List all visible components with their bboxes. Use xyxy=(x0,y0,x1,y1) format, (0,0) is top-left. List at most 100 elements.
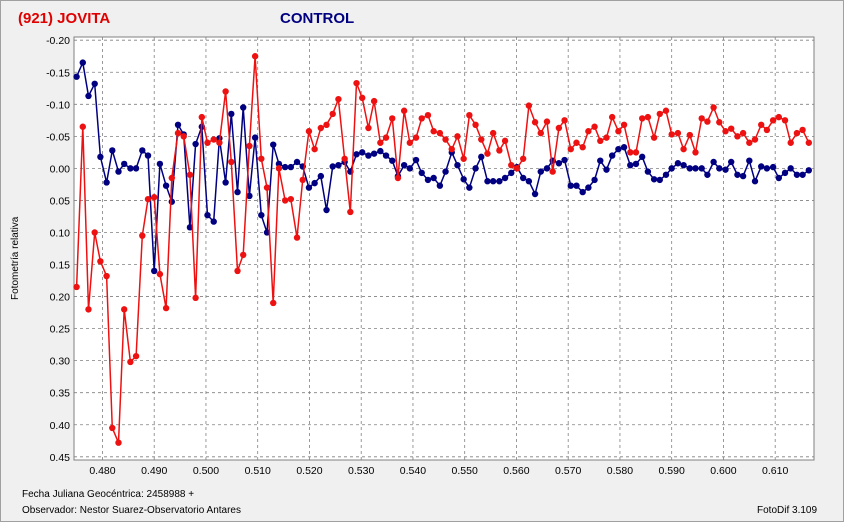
y-tick-label: 0.25 xyxy=(50,324,71,336)
object-data-point xyxy=(192,294,199,302)
object-data-point xyxy=(739,129,747,137)
control-data-point xyxy=(418,169,425,177)
control-data-point xyxy=(478,153,485,161)
object-data-point xyxy=(489,129,497,137)
control-data-point xyxy=(573,182,580,189)
object-data-point xyxy=(400,107,408,114)
object-data-point xyxy=(251,53,259,60)
x-tick-label: 0.500 xyxy=(193,465,219,477)
control-data-point xyxy=(139,147,146,154)
control-data-point xyxy=(680,161,687,169)
x-axis-ticks: 0.480 0.490 0.500 0.510 0.520 0.530 0.540 0.550… xyxy=(89,465,788,477)
control-data-point xyxy=(662,171,670,178)
object-data-point xyxy=(329,110,336,118)
control-data-point xyxy=(704,171,711,178)
control-data-point xyxy=(228,110,235,118)
control-data-point xyxy=(168,198,176,205)
control-data-point xyxy=(579,188,586,196)
object-data-point xyxy=(156,270,164,278)
control-data-point xyxy=(508,169,515,177)
object-data-point xyxy=(537,129,544,137)
object-data-point xyxy=(662,107,670,114)
object-data-point xyxy=(365,124,372,132)
control-data-point xyxy=(317,172,325,180)
control-data-point xyxy=(608,152,616,159)
object-data-point xyxy=(168,174,176,182)
control-data-point xyxy=(603,166,610,173)
control-data-point xyxy=(406,165,414,172)
object-data-point xyxy=(394,174,402,182)
control-data-point xyxy=(115,168,122,175)
y-axis-label: Fotometría relativa xyxy=(10,216,21,300)
x-tick-label: 0.570 xyxy=(555,465,581,477)
control-data-point xyxy=(293,158,301,166)
object-data-point xyxy=(305,128,313,135)
object-data-point xyxy=(501,137,509,145)
control-data-point xyxy=(525,178,533,185)
object-data-point xyxy=(555,124,563,132)
object-data-point xyxy=(412,134,420,141)
object-data-point xyxy=(674,129,682,137)
object-data-point xyxy=(716,119,723,126)
object-data-point xyxy=(734,133,741,140)
control-data-point xyxy=(644,168,652,175)
control-data-point xyxy=(567,182,574,189)
control-data-point xyxy=(698,165,705,172)
control-data-point xyxy=(656,176,663,184)
x-tick-label: 0.590 xyxy=(659,465,685,477)
control-data-point xyxy=(496,178,503,185)
object-data-point xyxy=(591,123,598,130)
control-data-point xyxy=(591,176,598,184)
y-tick-label: 0.05 xyxy=(50,195,71,207)
object-data-point xyxy=(281,197,289,204)
control-data-point xyxy=(192,140,199,148)
software-label: FotoDif 3.109 xyxy=(757,505,818,516)
object-data-point xyxy=(246,142,253,150)
control-data-point xyxy=(127,165,134,172)
x-tick-label: 0.520 xyxy=(296,465,322,477)
object-data-point xyxy=(424,111,432,119)
object-data-point xyxy=(85,306,92,313)
x-tick-label: 0.490 xyxy=(141,465,167,477)
object-data-point xyxy=(228,158,235,166)
object-data-point xyxy=(775,113,783,121)
control-data-point xyxy=(287,163,295,171)
control-data-point xyxy=(799,171,806,178)
object-data-point xyxy=(359,94,366,102)
object-data-point xyxy=(377,139,384,146)
object-data-point xyxy=(442,136,449,143)
control-data-point xyxy=(537,168,544,175)
control-data-point xyxy=(668,165,675,172)
control-data-point xyxy=(746,157,753,164)
control-data-point xyxy=(323,206,330,214)
control-data-point xyxy=(174,121,182,129)
control-data-point xyxy=(555,160,563,167)
control-data-point xyxy=(620,144,628,151)
control-data-point xyxy=(370,150,378,157)
control-data-point xyxy=(585,184,592,191)
control-data-point xyxy=(561,156,568,164)
control-data-point xyxy=(151,267,158,275)
control-data-point xyxy=(329,163,336,170)
object-data-point xyxy=(608,113,616,121)
object-data-point xyxy=(668,131,675,138)
object-data-point xyxy=(418,115,425,122)
object-data-point xyxy=(139,232,146,239)
control-data-point xyxy=(436,182,444,189)
object-data-point xyxy=(710,104,717,111)
control-data-point xyxy=(597,157,604,164)
control-title: CONTROL xyxy=(280,10,355,27)
control-data-point xyxy=(91,80,98,87)
control-data-point xyxy=(144,152,152,159)
control-data-point xyxy=(270,141,277,148)
control-data-point xyxy=(281,163,289,171)
object-data-point xyxy=(561,117,568,124)
y-axis-ticks: -0.20 -0.15 -0.10 -0.05 0.00 0.05 0.10 0.15 0.20… xyxy=(46,35,70,464)
control-data-point xyxy=(382,152,390,159)
control-data-point xyxy=(734,171,741,178)
control-data-point xyxy=(769,163,777,171)
object-data-point xyxy=(805,139,813,146)
control-data-point xyxy=(162,182,170,189)
control-data-point xyxy=(311,179,318,187)
y-tick-label: -0.15 xyxy=(46,67,70,79)
